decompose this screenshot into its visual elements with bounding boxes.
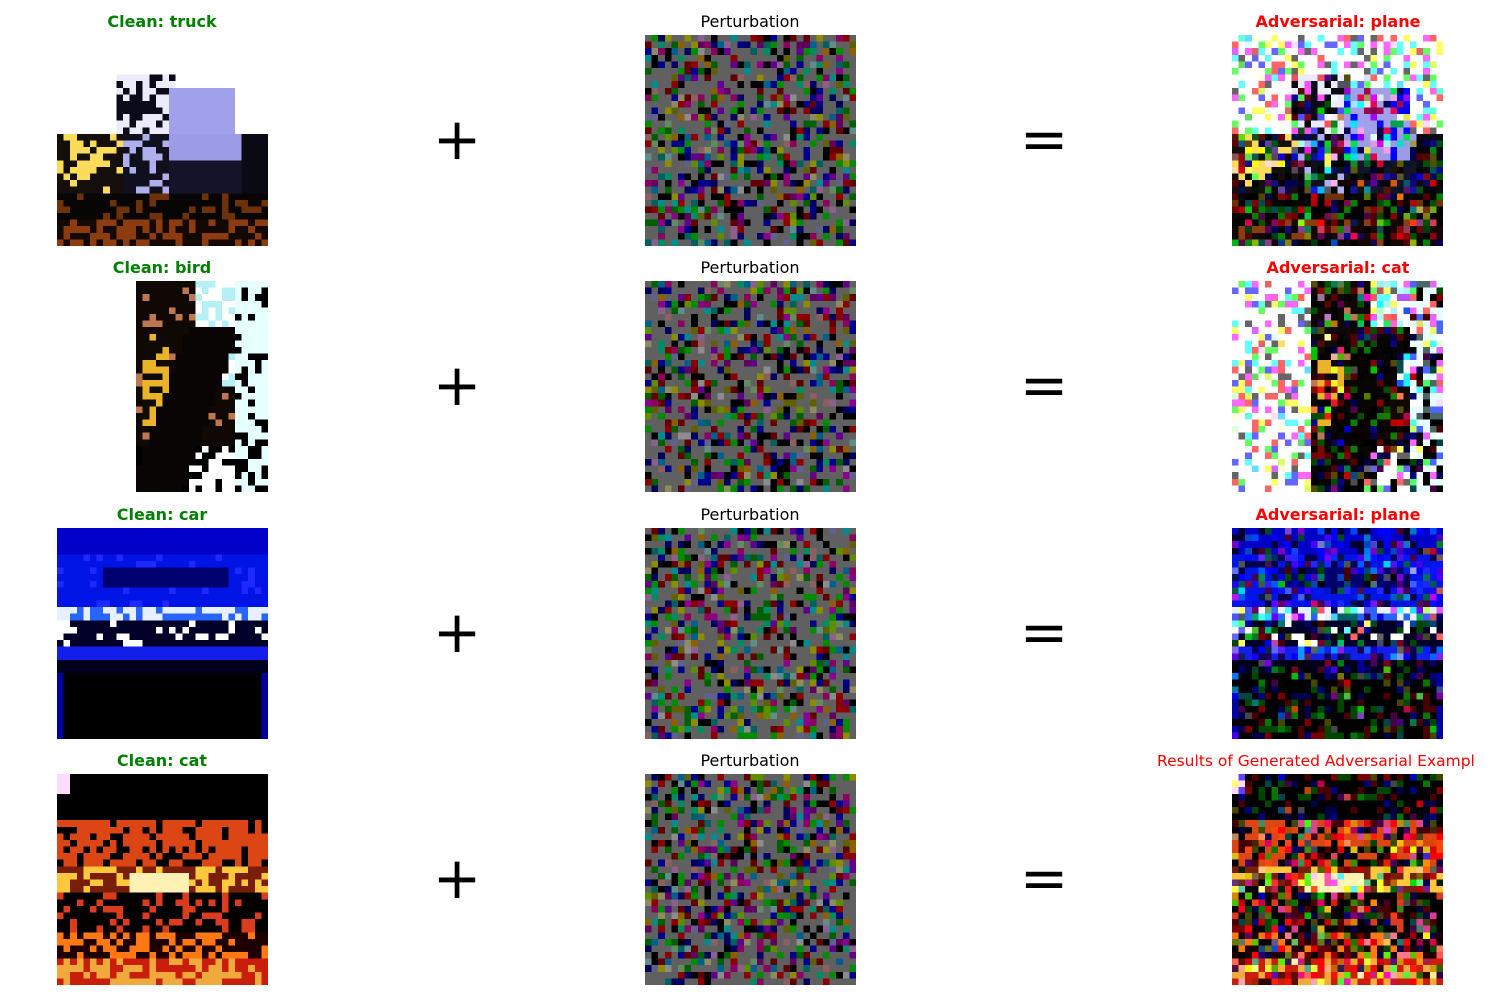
plus-sign: + [433,356,482,414]
clean-title: Clean: cat [117,752,207,770]
clean-image-cat [57,774,268,985]
perturbation-title: Perturbation [700,13,799,31]
adversarial-title: Adversarial: plane [1256,506,1421,524]
adversarial-image [1232,35,1443,246]
clean-image-bird [57,281,268,492]
equals-sign: = [1020,356,1069,414]
clean-title: Clean: truck [107,13,216,31]
clean-title: Clean: car [117,506,207,524]
perturbation-title: Perturbation [700,506,799,524]
perturbation-image [645,528,856,739]
adversarial-image [1232,281,1443,492]
perturbation-image [645,35,856,246]
perturbation-image [645,281,856,492]
plus-sign: + [433,603,482,661]
perturbation-title: Perturbation [700,752,799,770]
equals-sign: = [1020,849,1069,907]
plus-sign: + [433,110,482,168]
perturbation-title: Perturbation [700,259,799,277]
adversarial-caption: Results of Generated Adversarial Exampl [1157,752,1475,770]
adversarial-title: Adversarial: plane [1256,13,1421,31]
clean-image-truck [57,35,268,246]
plus-sign: + [433,849,482,907]
adversarial-image [1232,774,1443,985]
clean-image-car [57,528,268,739]
equals-sign: = [1020,110,1069,168]
perturbation-image [645,774,856,985]
equals-sign: = [1020,603,1069,661]
clean-title: Clean: bird [113,259,212,277]
adversarial-image [1232,528,1443,739]
adversarial-title: Adversarial: cat [1267,259,1410,277]
